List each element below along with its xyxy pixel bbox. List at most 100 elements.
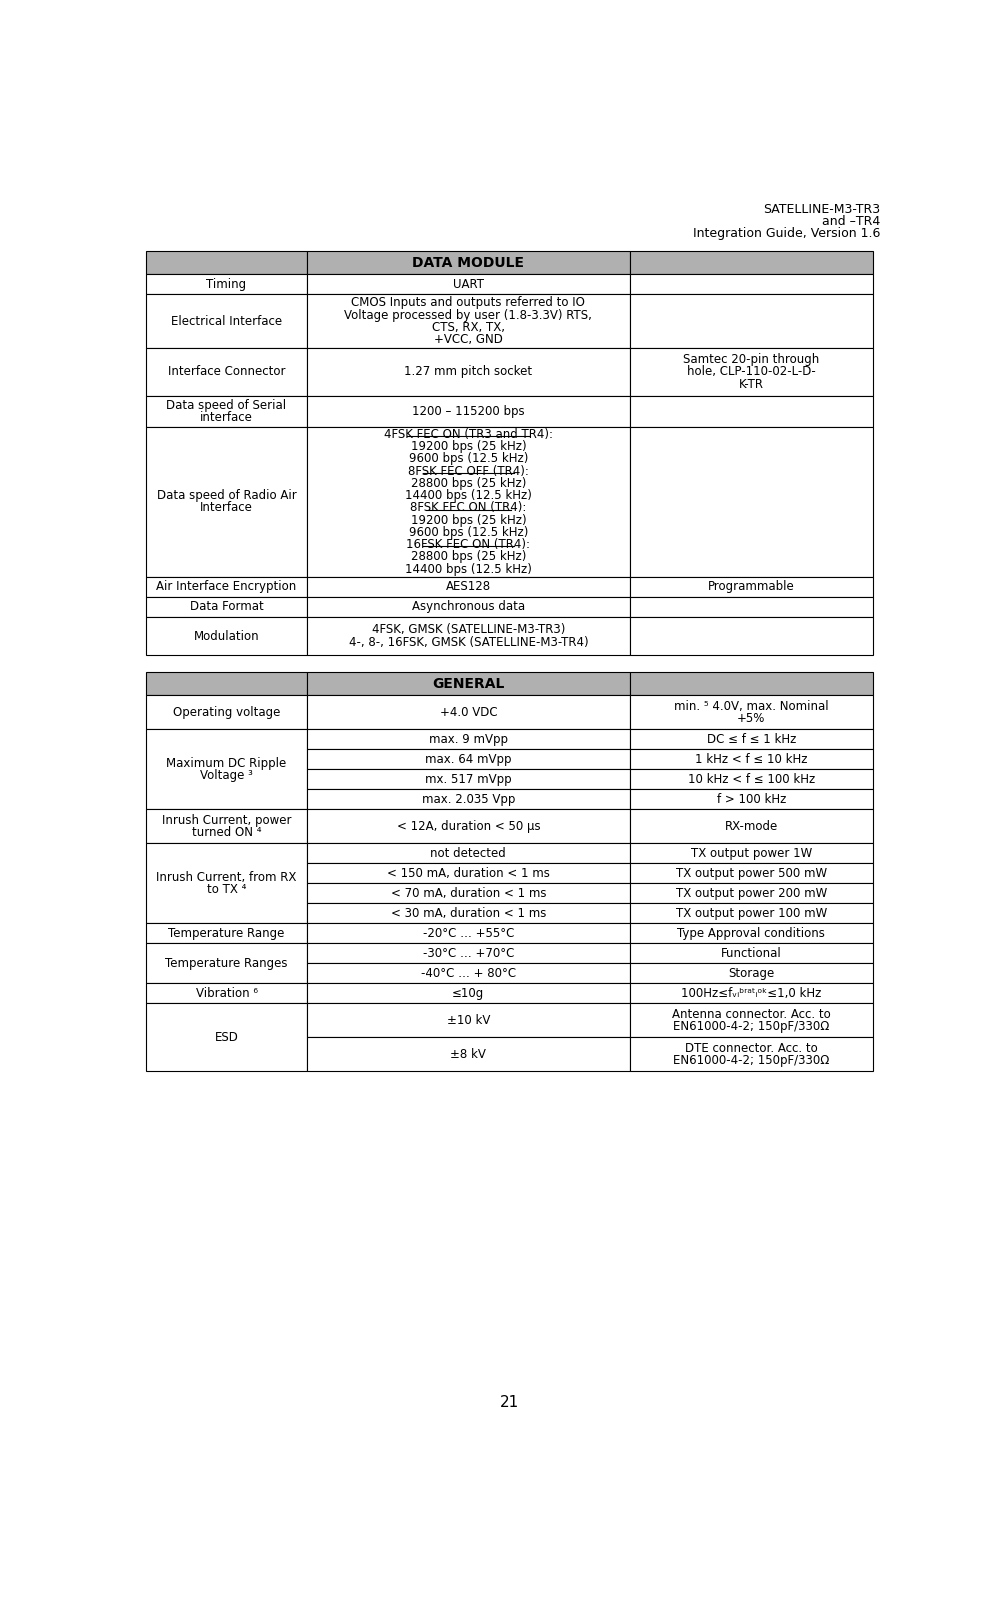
Text: ESD: ESD	[215, 1031, 239, 1044]
Bar	[146, 617, 307, 656]
Bar	[629, 427, 873, 577]
Bar	[307, 863, 629, 883]
Text: Asynchronous data: Asynchronous data	[412, 601, 525, 614]
Text: 19200 bps (25 kHz): 19200 bps (25 kHz)	[411, 440, 526, 453]
Text: Timing: Timing	[207, 277, 247, 290]
Bar	[146, 923, 307, 944]
Text: 8FSK FEC OFF (TR4):: 8FSK FEC OFF (TR4):	[408, 464, 529, 477]
Text: max. 2.035 Vpp: max. 2.035 Vpp	[421, 793, 515, 806]
Text: Data speed of Serial: Data speed of Serial	[166, 398, 286, 411]
Bar	[146, 809, 307, 843]
Bar	[146, 251, 307, 274]
Bar	[629, 1004, 873, 1037]
Bar	[629, 295, 873, 348]
Text: < 70 mA, duration < 1 ms: < 70 mA, duration < 1 ms	[391, 886, 546, 901]
Text: Storage: Storage	[728, 967, 774, 979]
Bar	[629, 396, 873, 427]
Text: to TX ⁴: to TX ⁴	[207, 883, 247, 896]
Bar	[307, 251, 629, 274]
Bar	[307, 672, 629, 696]
Text: 4FSK FEC ON (TR3 and TR4):: 4FSK FEC ON (TR3 and TR4):	[384, 427, 553, 441]
Bar	[629, 863, 873, 883]
Bar	[629, 963, 873, 983]
Bar	[307, 427, 629, 577]
Text: Vibration ⁶: Vibration ⁶	[196, 988, 257, 1000]
Text: 9600 bps (12.5 kHz): 9600 bps (12.5 kHz)	[409, 453, 528, 466]
Text: < 12A, duration < 50 μs: < 12A, duration < 50 μs	[397, 820, 540, 833]
Bar	[307, 396, 629, 427]
Text: Electrical Interface: Electrical Interface	[171, 314, 282, 327]
Text: SATELLINE-M3-TR3: SATELLINE-M3-TR3	[763, 203, 881, 216]
Text: RX-mode: RX-mode	[725, 820, 778, 833]
Bar	[146, 944, 307, 983]
Text: hole, CLP-110-02-L-D-: hole, CLP-110-02-L-D-	[687, 366, 816, 379]
Bar	[307, 843, 629, 863]
Bar	[307, 749, 629, 770]
Bar	[629, 596, 873, 617]
Text: and –TR4: and –TR4	[822, 214, 881, 227]
Text: Modulation: Modulation	[194, 630, 259, 643]
Text: GENERAL: GENERAL	[432, 677, 505, 691]
Text: CTS, RX, TX,: CTS, RX, TX,	[431, 321, 505, 333]
Bar	[629, 789, 873, 809]
Bar	[146, 396, 307, 427]
Bar	[629, 274, 873, 295]
Bar	[146, 983, 307, 1004]
Text: Antenna connector. Acc. to: Antenna connector. Acc. to	[672, 1007, 831, 1021]
Bar	[629, 983, 873, 1004]
Bar	[629, 251, 873, 274]
Bar	[307, 809, 629, 843]
Text: -20°C … +55°C: -20°C … +55°C	[422, 926, 514, 939]
Text: TX output power 1W: TX output power 1W	[691, 847, 812, 860]
Text: -30°C … +70°C: -30°C … +70°C	[422, 947, 514, 960]
Text: Maximum DC Ripple: Maximum DC Ripple	[166, 757, 286, 770]
Text: min. ⁵ 4.0V, max. Nominal: min. ⁵ 4.0V, max. Nominal	[674, 699, 829, 712]
Text: 4FSK, GMSK (SATELLINE-M3-TR3): 4FSK, GMSK (SATELLINE-M3-TR3)	[372, 623, 565, 636]
Text: max. 9 mVpp: max. 9 mVpp	[428, 733, 508, 746]
Text: CMOS Inputs and outputs referred to IO: CMOS Inputs and outputs referred to IO	[352, 296, 585, 309]
Bar	[629, 770, 873, 789]
Bar	[307, 923, 629, 944]
Text: turned ON ⁴: turned ON ⁴	[192, 826, 261, 839]
Bar	[629, 730, 873, 749]
Bar	[307, 1037, 629, 1071]
Bar	[307, 696, 629, 730]
Text: ≤10g: ≤10g	[452, 988, 484, 1000]
Bar	[146, 730, 307, 809]
Text: 21: 21	[500, 1395, 519, 1411]
Text: Air Interface Encryption: Air Interface Encryption	[156, 580, 296, 593]
Text: -40°C … + 80°C: -40°C … + 80°C	[420, 967, 516, 979]
Bar	[629, 348, 873, 396]
Text: 28800 bps (25 kHz): 28800 bps (25 kHz)	[411, 477, 526, 490]
Bar	[307, 789, 629, 809]
Bar	[629, 843, 873, 863]
Text: DATA MODULE: DATA MODULE	[413, 256, 525, 269]
Bar	[307, 295, 629, 348]
Bar	[629, 809, 873, 843]
Text: ±8 kV: ±8 kV	[450, 1047, 486, 1060]
Text: TX output power 500 mW: TX output power 500 mW	[676, 867, 827, 880]
Bar	[629, 749, 873, 770]
Bar	[629, 944, 873, 963]
Text: Inrush Current, power: Inrush Current, power	[162, 814, 291, 826]
Bar	[146, 672, 307, 696]
Text: 19200 bps (25 kHz): 19200 bps (25 kHz)	[411, 514, 526, 527]
Text: 100Hz≤fᵥᵢᵇʳᵃᵗᵢᵒᵏ≤1,0 kHz: 100Hz≤fᵥᵢᵇʳᵃᵗᵢᵒᵏ≤1,0 kHz	[681, 988, 821, 1000]
Text: < 150 mA, duration < 1 ms: < 150 mA, duration < 1 ms	[387, 867, 550, 880]
Text: TX output power 100 mW: TX output power 100 mW	[676, 907, 827, 920]
Bar	[307, 904, 629, 923]
Text: 14400 bps (12.5 kHz): 14400 bps (12.5 kHz)	[405, 562, 532, 575]
Bar	[629, 672, 873, 696]
Text: 1200 – 115200 bps: 1200 – 115200 bps	[413, 404, 525, 417]
Text: AES128: AES128	[445, 580, 491, 593]
Bar	[307, 617, 629, 656]
Text: DC ≤ f ≤ 1 kHz: DC ≤ f ≤ 1 kHz	[707, 733, 796, 746]
Text: 4-, 8-, 16FSK, GMSK (SATELLINE-M3-TR4): 4-, 8-, 16FSK, GMSK (SATELLINE-M3-TR4)	[349, 636, 588, 649]
Text: Interface: Interface	[200, 501, 253, 514]
Text: Interface Connector: Interface Connector	[168, 366, 285, 379]
Text: ±10 kV: ±10 kV	[446, 1013, 490, 1026]
Text: EN61000-4-2; 150pF/330Ω: EN61000-4-2; 150pF/330Ω	[673, 1020, 829, 1033]
Text: Integration Guide, Version 1.6: Integration Guide, Version 1.6	[693, 227, 881, 240]
Text: Functional: Functional	[721, 947, 781, 960]
Text: Programmable: Programmable	[708, 580, 794, 593]
